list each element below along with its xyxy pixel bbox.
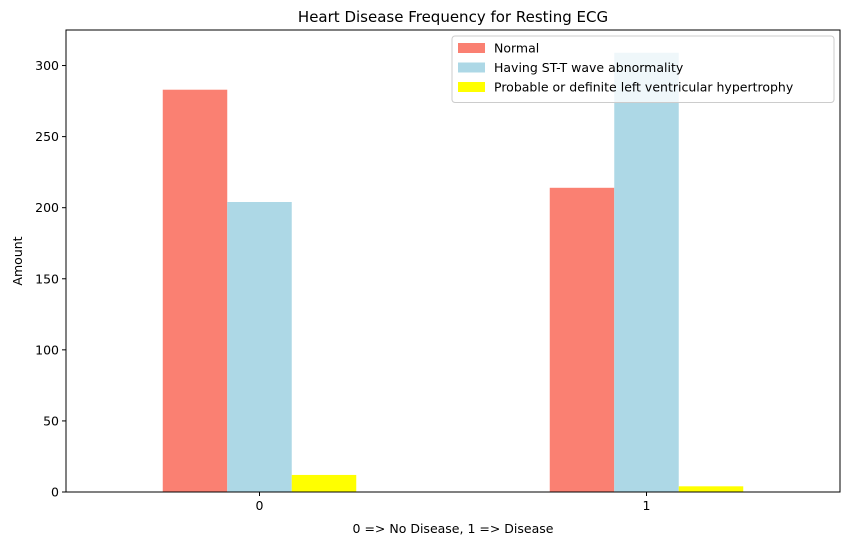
y-axis-ticks: 0 50 100 150 200 250 300 <box>35 58 66 500</box>
legend-label: Probable or definite left ventricular hy… <box>494 80 794 95</box>
y-tick-label: 150 <box>35 271 59 286</box>
y-tick-label: 300 <box>35 58 59 73</box>
chart-title: Heart Disease Frequency for Resting ECG <box>298 8 608 26</box>
bar-having-st-t-wave-abnormality-cat-0 <box>227 202 292 492</box>
y-tick-label: 250 <box>35 129 59 144</box>
y-tick-label: 100 <box>35 342 59 357</box>
y-tick-label: 50 <box>43 413 59 428</box>
bar-normal-cat-0 <box>162 89 228 492</box>
bars-group <box>162 52 744 492</box>
legend-swatch <box>458 43 485 53</box>
bar-probable-or-definite-left-ventricular-hypertrophy-cat-0 <box>291 474 357 492</box>
legend-box <box>451 35 835 103</box>
bar-probable-or-definite-left-ventricular-hypertrophy-cat-1 <box>678 486 744 492</box>
legend: Normal Having ST-T wave abnormality Probab… <box>451 35 835 103</box>
x-tick-label: 0 <box>256 498 264 513</box>
bar-having-st-t-wave-abnormality-cat-1 <box>614 52 679 492</box>
legend-swatch <box>458 62 485 73</box>
y-axis-label: Amount <box>10 236 25 285</box>
axes-frame <box>65 29 841 493</box>
y-tick-label: 0 <box>51 485 59 500</box>
y-tick-label: 200 <box>35 200 59 215</box>
x-axis-label: 0 => No Disease, 1 => Disease <box>353 521 554 536</box>
legend-label: Having ST-T wave abnormality <box>494 60 684 75</box>
legend-swatch <box>458 82 485 92</box>
bar-normal-cat-1 <box>549 187 615 492</box>
legend-label: Normal <box>494 41 539 56</box>
x-tick-label: 1 <box>643 498 651 513</box>
